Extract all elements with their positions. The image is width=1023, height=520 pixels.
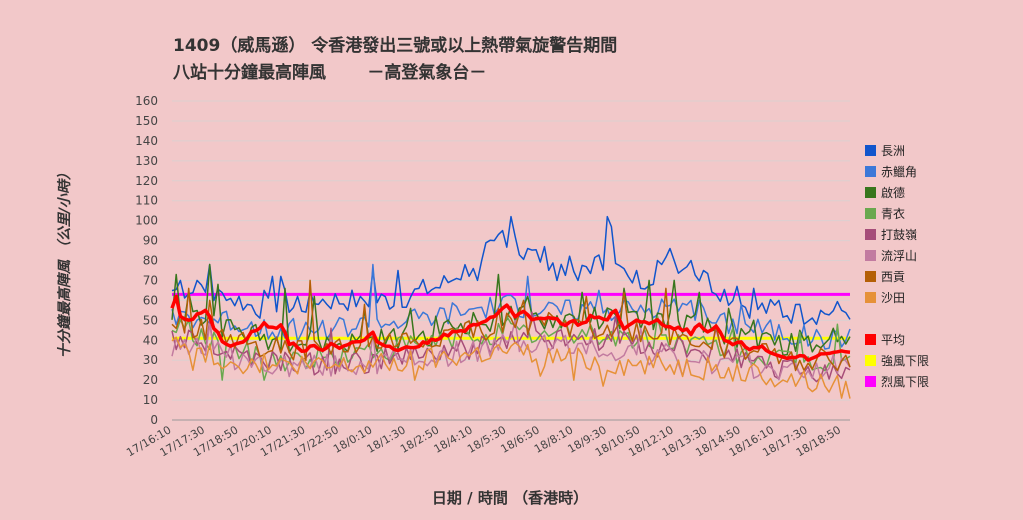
legend-item: 青衣 — [865, 203, 929, 224]
y-tick-label: 40 — [143, 333, 158, 347]
y-tick-label: 130 — [135, 154, 158, 168]
legend-label: 平均 — [881, 333, 906, 347]
series-line-5 — [171, 319, 851, 381]
legend-swatch — [865, 271, 876, 282]
chart-title-line2: 八站十分鐘最高陣風 －高登氣象台－ — [173, 63, 487, 83]
legend-item: 強風下限 — [865, 350, 929, 371]
legend-label: 沙田 — [881, 291, 906, 305]
legend-label: 啟德 — [881, 186, 906, 200]
legend-swatch — [865, 376, 876, 387]
legend-label: 青衣 — [881, 207, 906, 221]
legend-label: 流浮山 — [881, 249, 918, 263]
legend-item: 流浮山 — [865, 245, 929, 266]
series-line-2 — [171, 263, 851, 356]
y-tick-label: 10 — [143, 393, 158, 407]
legend-item: 烈風下限 — [865, 371, 929, 392]
y-tick-label: 70 — [143, 273, 158, 287]
series-line-6 — [171, 279, 851, 372]
series-line-4 — [171, 311, 851, 383]
legend-item: 西貢 — [865, 266, 929, 287]
x-axis-label: 日期 / 時間 （香港時） — [431, 489, 589, 507]
y-tick-label: 90 — [143, 234, 158, 248]
y-tick-label: 80 — [143, 254, 158, 268]
y-tick-label: 110 — [135, 194, 158, 208]
legend-label: 強風下限 — [881, 354, 930, 368]
legend-item: 赤鱲角 — [865, 161, 929, 182]
legend-swatch — [865, 145, 876, 156]
legend-label: 西貢 — [881, 270, 906, 284]
y-tick-label: 160 — [135, 94, 158, 108]
y-tick-label: 60 — [143, 293, 158, 307]
series-line-1 — [171, 263, 851, 350]
legend-swatch — [865, 250, 876, 261]
y-tick-label: 150 — [135, 114, 158, 128]
legend-label: 烈風下限 — [881, 375, 930, 389]
legend-swatch — [865, 292, 876, 303]
legend-item: 啟德 — [865, 182, 929, 203]
y-tick-label: 0 — [150, 413, 158, 427]
legend-swatch — [865, 166, 876, 177]
legend-label: 打鼓嶺 — [881, 228, 918, 242]
legend: 長洲赤鱲角啟德青衣打鼓嶺流浮山西貢沙田平均強風下限烈風下限 — [865, 140, 929, 392]
legend-swatch — [865, 208, 876, 219]
series-line-8 — [170, 294, 851, 362]
legend-item: 沙田 — [865, 287, 929, 308]
y-tick-label: 140 — [135, 134, 158, 148]
legend-item: 打鼓嶺 — [865, 224, 929, 245]
y-tick-label: 100 — [135, 214, 158, 228]
legend-label: 長洲 — [881, 144, 906, 158]
legend-swatch — [865, 334, 876, 345]
legend-label: 赤鱲角 — [881, 165, 918, 179]
legend-swatch — [865, 229, 876, 240]
legend-item: 平均 — [865, 329, 929, 350]
y-tick-label: 50 — [143, 313, 158, 327]
legend-item: 長洲 — [865, 140, 929, 161]
legend-swatch — [865, 187, 876, 198]
y-tick-label: 120 — [135, 174, 158, 188]
chart-title-line1: 1409（威馬遜） 令香港發出三號或以上熱帶氣旋警告期間 — [173, 36, 618, 56]
y-tick-label: 30 — [143, 353, 158, 367]
series-line-7 — [171, 336, 851, 399]
y-tick-label: 20 — [143, 373, 158, 387]
legend-swatch — [865, 355, 876, 366]
